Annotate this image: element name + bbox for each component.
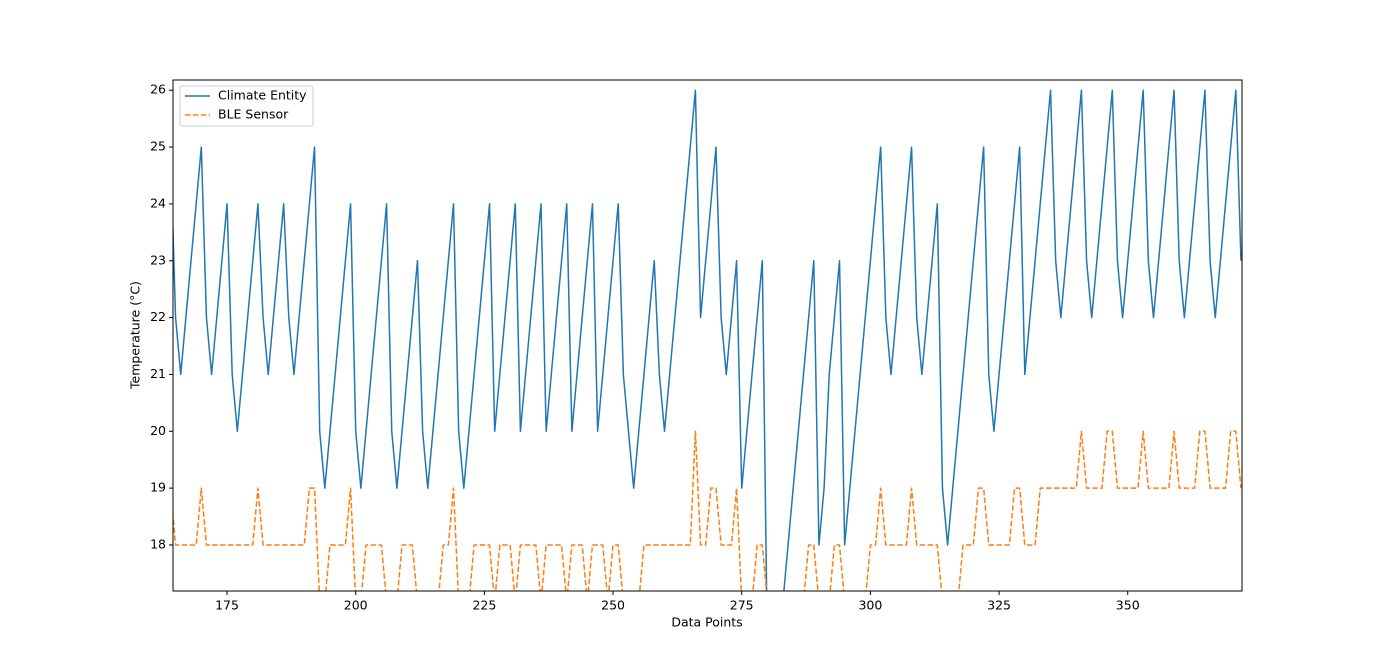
x-axis-label: Data Points (671, 615, 742, 630)
legend: Climate Entity BLE Sensor (179, 85, 314, 127)
y-tick-label: 19 (150, 480, 166, 495)
y-tick-label: 22 (150, 309, 166, 324)
series-line (173, 89, 1242, 591)
plot-area (173, 89, 1242, 591)
x-tick-label: 200 (344, 598, 368, 613)
y-tick-label: 20 (150, 423, 166, 438)
x-tick-label: 350 (1116, 598, 1140, 613)
series-line (173, 430, 1242, 591)
x-tick-label: 325 (987, 598, 1011, 613)
x-tick-label: 175 (215, 598, 239, 613)
x-tick-label: 300 (858, 598, 882, 613)
axes-frame (172, 79, 1243, 592)
y-tick-label: 26 (150, 82, 166, 97)
y-tick-label: 18 (150, 536, 166, 551)
legend-label: Climate Entity (218, 88, 307, 103)
x-tick-label: 275 (730, 598, 754, 613)
y-tick-label: 23 (150, 252, 166, 267)
legend-box (179, 85, 314, 127)
x-tick-label: 225 (472, 598, 496, 613)
y-tick-label: 24 (150, 195, 166, 210)
y-axis-label: Temperature (°C) (128, 281, 143, 390)
y-tick-label: 21 (150, 366, 166, 381)
x-tick-label: 250 (601, 598, 625, 613)
y-tick-label: 25 (150, 139, 166, 154)
legend-label: BLE Sensor (218, 107, 289, 122)
